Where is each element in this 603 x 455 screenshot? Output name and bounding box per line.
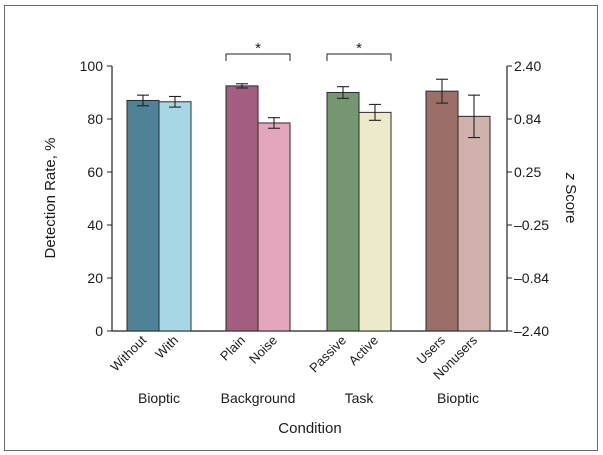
right-tick-label: 0.84 (514, 111, 541, 127)
chart-labels: 0 20 40 60 80 100 –2.40 –0.84 –0.25 0.25 0.84 2.40 D… (42, 58, 579, 437)
right-y-axis-title: z Score (562, 172, 579, 224)
group-label: Task (345, 390, 375, 406)
significance-star: * (255, 40, 261, 57)
right-tick-label: 2.40 (514, 58, 541, 74)
chart-error-bars (137, 78, 480, 139)
bar-plain (225, 85, 259, 332)
x-tick-label: With (152, 333, 181, 362)
left-tick-label: 80 (87, 111, 103, 127)
bar-active (358, 111, 392, 332)
significance-star: * (356, 40, 362, 57)
group-label: Background (221, 390, 296, 406)
right-tick-label: –2.40 (514, 323, 549, 339)
left-tick-label: 40 (87, 217, 103, 233)
bar-with (158, 101, 192, 332)
right-tick-label: –0.25 (514, 217, 549, 233)
bar-passive (326, 92, 360, 332)
left-tick-label: 0 (95, 323, 103, 339)
significance-brackets: * * (225, 40, 392, 61)
bar-noise (257, 122, 291, 332)
right-y-axis-title-prefix: z (562, 172, 579, 181)
right-y-axis-title-suffix: Score (562, 180, 579, 223)
bar-users (425, 90, 459, 332)
x-tick-label: Passive (306, 333, 349, 376)
x-tick-label: Plain (217, 333, 248, 364)
significance-bracket (326, 53, 392, 61)
chart-bars (126, 85, 491, 332)
x-tick-label: Noise (246, 333, 280, 367)
right-tick-label: 0.25 (514, 164, 541, 180)
figure-frame: * * 0 20 40 60 80 100 –2.40 –0.84 –0.25 0.25 0.84 2.… (4, 5, 598, 451)
significance-bracket (225, 53, 291, 61)
left-tick-label: 20 (87, 270, 103, 286)
bar-chart: * * 020406080100–2.40–0.84–0.250.250.842.… (42, 40, 579, 437)
x-tick-label: Without (107, 332, 149, 374)
bar-without (126, 99, 160, 332)
bar-nonusers (457, 115, 491, 332)
group-label: Bioptic (437, 390, 479, 406)
right-tick-label: –0.84 (514, 270, 549, 286)
left-tick-label: 60 (87, 164, 103, 180)
x-tick-label: Active (345, 333, 381, 369)
x-axis-title: Condition (278, 420, 341, 437)
group-label: Bioptic (138, 390, 180, 406)
y-axis-title: Detection Rate, % (42, 138, 59, 259)
left-tick-label: 100 (80, 58, 104, 74)
